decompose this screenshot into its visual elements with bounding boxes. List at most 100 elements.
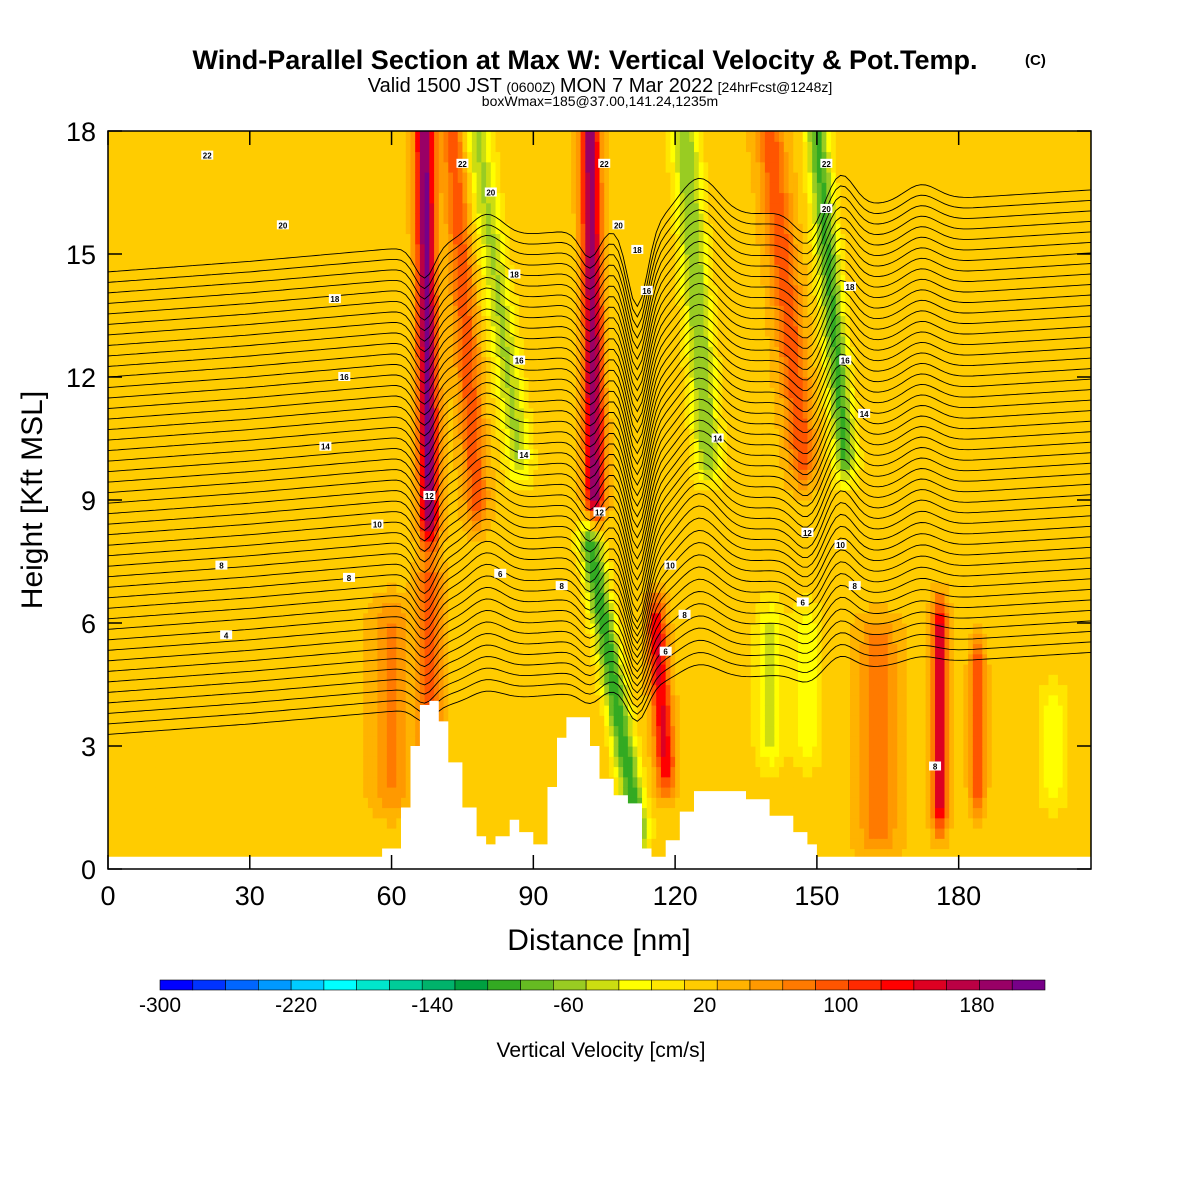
shading-cell	[311, 817, 317, 829]
shading-cell	[320, 592, 326, 604]
shading-cell	[349, 715, 355, 727]
shading-cell	[169, 787, 175, 798]
shading-cell	[188, 438, 194, 450]
shading-cell	[396, 213, 402, 224]
shading-cell	[297, 571, 303, 583]
shading-cell	[287, 151, 293, 163]
shading-cell	[334, 848, 341, 860]
shading-cell	[211, 407, 218, 419]
shading-cell	[391, 274, 397, 286]
shading-cell	[202, 664, 208, 675]
shading-cell	[145, 407, 152, 419]
shading-cell	[122, 377, 128, 388]
shading-cell	[325, 305, 331, 317]
shading-cell	[178, 561, 185, 573]
shading-cell	[263, 684, 270, 696]
shading-cell	[235, 233, 241, 245]
shading-cell	[141, 305, 147, 317]
shading-cell	[245, 305, 251, 317]
shading-cell	[112, 254, 119, 265]
shading-cell	[292, 407, 298, 419]
shading-cell	[278, 530, 284, 542]
shading-cell	[169, 817, 175, 829]
shading-cell	[311, 489, 317, 501]
shading-cell	[334, 797, 341, 809]
shading-cell	[401, 315, 407, 327]
shading-cell	[415, 489, 421, 501]
shading-cell	[188, 541, 194, 552]
shading-cell	[268, 530, 275, 542]
shading-cell	[178, 295, 185, 306]
shading-cell	[391, 489, 397, 501]
shading-cell	[150, 141, 156, 153]
shading-cell	[320, 520, 326, 532]
shading-cell	[145, 459, 152, 470]
shading-cell	[401, 377, 407, 388]
shading-cell	[367, 387, 374, 399]
shading-cell	[372, 643, 378, 655]
shading-cell	[183, 602, 189, 614]
shading-cell	[202, 838, 208, 850]
shading-cell	[240, 284, 246, 296]
shading-cell	[372, 817, 378, 829]
shading-cell	[136, 633, 142, 645]
shading-cell	[349, 838, 355, 850]
shading-cell	[159, 561, 166, 573]
shading-cell	[240, 735, 246, 747]
shading-cell	[396, 274, 402, 286]
shading-cell	[178, 797, 185, 809]
shading-cell	[202, 500, 208, 511]
shading-cell	[136, 828, 142, 839]
shading-cell	[297, 448, 303, 460]
shading-cell	[278, 612, 284, 624]
shading-cell	[306, 787, 312, 798]
shading-cell	[254, 254, 260, 265]
shading-cell	[363, 643, 369, 655]
shading-cell	[254, 325, 260, 337]
shading-cell	[410, 325, 416, 337]
shading-cell	[155, 469, 161, 481]
shading-cell	[424, 582, 430, 593]
shading-cell	[363, 407, 369, 419]
shading-cell	[174, 346, 180, 358]
shading-cell	[367, 541, 374, 552]
shading-cell	[401, 500, 407, 511]
shading-cell	[268, 315, 275, 327]
shading-cell	[216, 848, 223, 860]
shading-cell	[108, 469, 114, 481]
shading-cell	[141, 366, 147, 378]
shading-cell	[122, 315, 128, 327]
shading-cell	[122, 243, 128, 255]
shading-cell	[349, 233, 355, 245]
shading-cell	[164, 520, 171, 532]
shading-cell	[183, 684, 189, 696]
shading-cell	[126, 684, 133, 696]
shading-cell	[311, 151, 317, 163]
shading-cell	[221, 131, 227, 142]
shading-cell	[207, 807, 213, 819]
shading-cell	[325, 684, 331, 696]
shading-cell	[278, 817, 284, 829]
shading-cell	[386, 838, 393, 850]
shading-cell	[419, 305, 426, 317]
shading-cell	[344, 284, 350, 296]
shading-cell	[424, 664, 430, 675]
shading-cell	[268, 715, 275, 727]
shading-cell	[382, 797, 388, 809]
shading-cell	[301, 776, 308, 788]
shading-cell	[382, 602, 388, 614]
shading-cell	[311, 766, 317, 778]
shading-cell	[202, 541, 208, 552]
shading-cell	[401, 766, 407, 778]
shading-cell	[207, 715, 213, 727]
shading-cell	[363, 838, 369, 850]
shading-cell	[159, 243, 166, 255]
shading-cell	[396, 202, 402, 214]
shading-cell	[207, 141, 213, 153]
shading-cell	[259, 356, 265, 368]
shading-cell	[282, 520, 289, 532]
shading-cell	[367, 213, 374, 224]
shading-cell	[221, 776, 227, 788]
shading-cell	[419, 243, 426, 255]
shading-cell	[221, 438, 227, 450]
